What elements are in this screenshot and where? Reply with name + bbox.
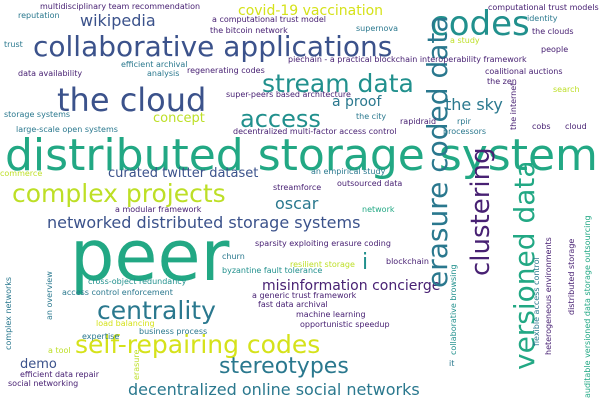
word-data-availability: data availability [18, 69, 83, 78]
word-networked-distributed-storage-systems: networked distributed storage systems [47, 213, 361, 232]
word-complex-projects: complex projects [12, 179, 226, 208]
word-access-control-enforcement: access control enforcement [62, 288, 173, 297]
word-efficient-data-repair: efficient data repair [20, 370, 100, 379]
word-fast-data-archival: fast data archival [258, 300, 328, 309]
word-the-city: the city [356, 112, 387, 121]
word-resilient-storage: resilient storage [290, 260, 355, 269]
word-complex-networks: complex networks [4, 276, 13, 350]
word-storage-systems: storage systems [4, 110, 71, 119]
word-peer: peer [70, 215, 230, 297]
word-identity: identity [527, 14, 558, 23]
word-covid-19-vaccination: covid-19 vaccination [238, 3, 384, 19]
word-codes: codes [430, 4, 530, 44]
word-opportunistic-speedup: opportunistic speedup [300, 320, 390, 329]
word-the-cloud: the cloud [57, 81, 207, 119]
word-curated-twitter-dataset: curated twitter dataset [108, 166, 259, 181]
word-a-tool: a tool [48, 346, 71, 355]
word-stereotypes: stereotypes [219, 354, 349, 379]
word-streamforce: streamforce [273, 183, 322, 192]
word-the-internet: the internet [509, 82, 518, 130]
word-an-overview: an overview [45, 271, 54, 320]
word-reputation: reputation [18, 11, 60, 20]
word-a-proof: a proof [332, 94, 382, 110]
word-heterogeneous-environments: heterogeneous environments [544, 237, 553, 355]
word-cobs: cobs [532, 122, 551, 131]
word-clustering: clustering [466, 147, 496, 276]
word-self-repairing-codes: self-repairing codes [75, 330, 321, 359]
word-multidisciplinary-team-recommendation: multidisciplinary team recommendation [40, 2, 201, 11]
word-auditable-versioned: auditable versioned data storage outsour… [583, 215, 592, 398]
word-wikipedia: wikipedia [80, 11, 156, 30]
word-it: it [449, 359, 455, 368]
word-a-modular-framework: a modular framework [115, 205, 202, 214]
word-business-process: business process [139, 327, 208, 336]
word-a-generic-trust-framework: a generic trust framework [252, 291, 357, 300]
word-people: people [541, 45, 569, 54]
word-flexible-access-control: flexible access control [532, 257, 541, 346]
word-the-bitcoin-network: the bitcoin network [210, 26, 288, 35]
word-computational-trust-models: computational trust models [488, 3, 599, 12]
word-distributed-storage: distributed storage [567, 238, 576, 315]
word-trust: trust [4, 40, 23, 49]
word-distributed-storage-systems: distributed storage systems [5, 130, 600, 181]
word-search: search [553, 85, 580, 94]
word-blockchain: blockchain [386, 257, 429, 266]
word-decentralized-online-social-networks: decentralized online social networks [128, 380, 420, 399]
word-the-clouds: the clouds [532, 27, 574, 36]
word-a-computational-trust-model: a computational trust model [212, 15, 326, 24]
word-coalitional-auctions: coalitional auctions [485, 67, 563, 76]
word-cross-object-redundancy: cross-object redundancy [88, 277, 187, 286]
word-collaborative-browsing: collaborative browsing [449, 264, 458, 355]
word-large-scale-open-systems: large-scale open systems [16, 125, 118, 134]
word-i: i [362, 250, 369, 275]
word-network: network [362, 205, 395, 214]
word-machine-learning: machine learning [296, 310, 366, 319]
word-cloud: cloud [565, 122, 587, 131]
word-an-empirical-study: an empirical study [311, 167, 386, 176]
word-supernova: supernova [356, 24, 398, 33]
word-outsourced-data: outsourced data [337, 179, 403, 188]
word-byzantine: byzantine fault tolerance [222, 266, 323, 275]
word-efficient-archival: efficient archival [121, 60, 188, 69]
word-load-balancing: load balancing [96, 319, 155, 328]
word-centrality: centrality [97, 296, 216, 325]
word-sparsity: sparsity exploiting erasure coding [255, 239, 391, 248]
word-oscar: oscar [275, 194, 319, 213]
word-rpir: rpir [457, 117, 471, 126]
word-churn: churn [222, 252, 245, 261]
word-concept: concept [153, 111, 205, 126]
word-regenerating-codes: regenerating codes [187, 66, 265, 75]
word-the-zen: the zen [487, 77, 517, 86]
word-social-networking: social networking [8, 379, 79, 388]
word-expertise: expertise [82, 332, 120, 341]
word-piechain: piechain - a practical blockchain intero… [288, 55, 527, 64]
word-demo: demo [20, 357, 57, 372]
word-access: access [240, 105, 321, 133]
word-analysis: analysis [147, 69, 180, 78]
word-collaborative-applications: collaborative applications [33, 30, 393, 63]
word-the-sky: the sky [445, 95, 503, 114]
word-super-peers: super-peers based architecture [226, 90, 351, 99]
word-rapidraid: rapidraid [400, 117, 437, 126]
word-commerce: commerce [0, 169, 43, 178]
word-decentralized-mfac: decentralized multi-factor access contro… [233, 127, 397, 136]
word-processors: processors [443, 127, 487, 136]
word-a-study: a study [450, 36, 480, 45]
word-stream-data: stream data [262, 69, 414, 98]
word-erasure: erasure [132, 349, 141, 380]
word-misinformation-concierge: misinformation concierge [262, 278, 441, 294]
